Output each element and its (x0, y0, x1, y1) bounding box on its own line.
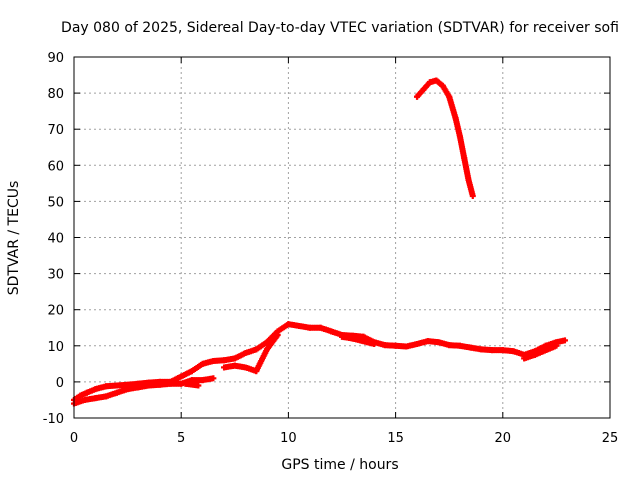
data-point (124, 386, 131, 393)
x-tick-label: 25 (602, 431, 619, 446)
data-point (414, 93, 421, 100)
data-point (371, 340, 378, 347)
data-point (424, 338, 431, 345)
x-tick-label: 0 (70, 431, 78, 446)
data-point (456, 133, 463, 140)
data-point (531, 351, 538, 358)
data-point (103, 383, 110, 390)
y-tick-label: 40 (47, 232, 64, 247)
data-point (461, 155, 468, 162)
data-point (499, 347, 506, 354)
data-point (188, 377, 195, 384)
data-point (83, 389, 90, 396)
y-tick-label: 80 (47, 87, 64, 102)
data-point (553, 342, 560, 349)
data-point (178, 373, 185, 380)
data-point (263, 339, 270, 346)
x-tick-label: 15 (387, 431, 404, 446)
data-point (231, 362, 238, 369)
data-point (403, 343, 410, 350)
y-tick-label: 30 (47, 268, 64, 283)
data-point (231, 355, 238, 362)
data-point (439, 82, 446, 89)
data-point (465, 176, 472, 183)
data-point (446, 342, 453, 349)
data-point (210, 357, 217, 364)
data-point (182, 380, 189, 387)
data-point (253, 346, 260, 353)
series-group (71, 321, 568, 403)
y-tick-label: 20 (47, 304, 64, 319)
chart-title: Day 080 of 2025, Sidereal Day-to-day VTE… (61, 20, 619, 36)
x-axis-label: GPS time / hours (281, 457, 398, 473)
data-point (113, 382, 120, 389)
data-point (452, 115, 459, 122)
data-point (349, 335, 356, 342)
data-point (317, 324, 324, 331)
x-tick-label: 10 (280, 431, 297, 446)
data-point (510, 348, 517, 355)
series-group (71, 331, 560, 407)
data-point (467, 344, 474, 351)
data-point (263, 346, 270, 353)
y-tick-label: 0 (56, 376, 64, 391)
y-tick-label: 90 (47, 51, 64, 66)
data-point (478, 346, 485, 353)
y-tick-label: -10 (43, 412, 64, 427)
data-point (446, 93, 453, 100)
data-point (296, 322, 303, 329)
data-point (221, 364, 228, 371)
data-point (381, 342, 388, 349)
data-point (489, 347, 496, 354)
data-point (392, 342, 399, 349)
y-tick-label: 50 (47, 195, 64, 210)
data-point (242, 350, 249, 357)
data-point (92, 386, 99, 393)
x-tick-label: 5 (177, 431, 185, 446)
data-point (92, 395, 99, 402)
data-point (339, 333, 345, 340)
data-point (285, 321, 292, 328)
data-point (81, 396, 88, 403)
data-point (469, 192, 476, 199)
data-point (113, 389, 120, 396)
data-point (199, 377, 206, 384)
data-point (253, 368, 260, 375)
data-point (146, 382, 153, 389)
data-point (210, 375, 217, 382)
y-axis-label: SDTVAR / TECUs (6, 181, 22, 296)
series-group (414, 77, 476, 199)
data-point (167, 380, 174, 387)
data-point (221, 357, 228, 364)
data-point (521, 355, 528, 362)
data-point (274, 331, 281, 338)
y-tick-label: 10 (47, 340, 64, 355)
data-point (435, 339, 442, 346)
data-point (426, 79, 433, 86)
y-tick-label: 70 (47, 123, 64, 138)
plot-frame (73, 56, 611, 419)
data-point (328, 328, 335, 335)
data-point (103, 393, 110, 400)
data-point (561, 337, 568, 344)
data-point (433, 77, 440, 84)
data-point (156, 381, 163, 388)
grid-lines (74, 57, 610, 418)
data-point (414, 340, 421, 347)
data-point (456, 342, 463, 349)
data-point (195, 382, 202, 389)
x-tick-label: 20 (495, 431, 512, 446)
data-point (242, 364, 249, 371)
data-point (135, 384, 142, 391)
data-point (420, 86, 427, 93)
data-markers (71, 77, 568, 407)
y-tick-label: 60 (47, 159, 64, 174)
data-point (188, 368, 195, 375)
data-point (199, 360, 206, 367)
data-point (77, 392, 84, 399)
data-point (306, 324, 313, 331)
